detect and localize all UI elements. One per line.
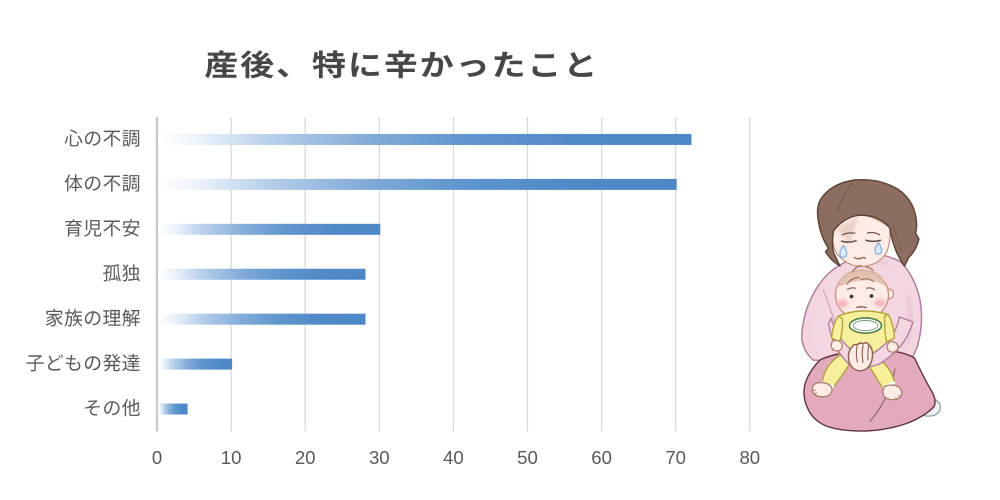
svg-text:10: 10 xyxy=(221,447,242,468)
svg-text:0: 0 xyxy=(152,447,162,468)
svg-text:30: 30 xyxy=(369,447,390,468)
svg-text:80: 80 xyxy=(739,447,760,468)
svg-text:70: 70 xyxy=(665,447,686,468)
svg-text:60: 60 xyxy=(591,447,612,468)
svg-text:40: 40 xyxy=(443,447,464,468)
svg-text:50: 50 xyxy=(517,447,538,468)
svg-text:20: 20 xyxy=(295,447,316,468)
